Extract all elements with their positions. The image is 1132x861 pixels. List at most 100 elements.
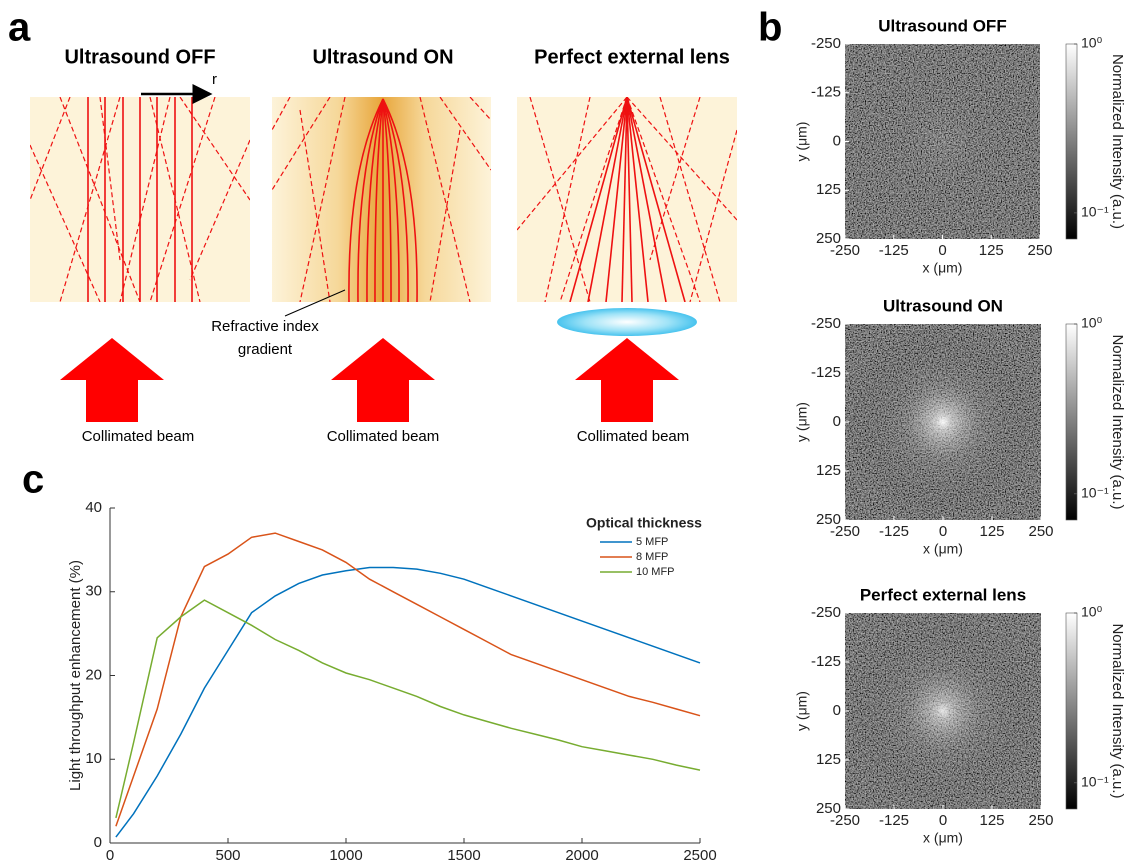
colorbar-tick-label: 10⁻¹ — [1081, 773, 1109, 789]
x-tick-label: 125 — [979, 812, 1004, 829]
y-tick-label: -250 — [811, 315, 841, 332]
intensity-focus — [845, 613, 1041, 809]
x-tick-label: -250 — [830, 242, 860, 259]
y-tick-label: -250 — [811, 604, 841, 621]
x-tick-label: 1000 — [329, 847, 362, 861]
image-title: Ultrasound OFF — [878, 16, 1006, 35]
scattered-ray — [179, 97, 250, 201]
beam-label: Collimated beam — [327, 428, 440, 445]
colorbar-label: Normalized Intensity (a.u.) — [1109, 54, 1126, 229]
x-tick-label: 2500 — [683, 847, 716, 861]
beam-arrow — [331, 338, 435, 422]
scattered-ray — [559, 97, 628, 302]
x-tick-label: -250 — [830, 812, 860, 829]
y-tick-label: -125 — [811, 84, 841, 101]
ray — [626, 97, 649, 302]
axis-label: r — [212, 71, 217, 88]
y-tick-label: -125 — [811, 364, 841, 381]
x-tick-label: -125 — [879, 523, 909, 540]
ray — [626, 97, 633, 302]
scattered-ray — [299, 109, 331, 302]
rays — [30, 97, 250, 302]
diagram-title: Ultrasound ON — [312, 46, 453, 68]
legend-label: 10 MFP — [636, 566, 675, 578]
colorbar — [1065, 323, 1078, 521]
x-axis-label: x (μm) — [923, 830, 963, 846]
colorbar-tick-label: 10⁰ — [1081, 35, 1103, 51]
lens — [557, 308, 697, 336]
ray — [626, 97, 667, 302]
ray — [587, 97, 628, 302]
x-tick-label: -250 — [830, 523, 860, 540]
rays — [272, 97, 491, 302]
panel-label: a — [8, 6, 31, 50]
y-tick-label: 10 — [85, 750, 102, 767]
y-axis-label: y (μm) — [794, 122, 810, 162]
y-tick-label: 20 — [85, 666, 102, 683]
colorbar-tick-label: 10⁰ — [1081, 315, 1103, 331]
scattered-ray — [439, 97, 491, 171]
ray — [382, 98, 392, 302]
x-tick-label: 125 — [979, 523, 1004, 540]
y-tick-label: 40 — [85, 499, 102, 516]
ray — [605, 97, 628, 302]
x-tick-label: 500 — [215, 847, 240, 861]
colorbar — [1065, 612, 1078, 810]
annotation: gradient — [238, 341, 293, 358]
x-tick-label: 0 — [938, 242, 946, 259]
scattered-ray — [99, 97, 121, 261]
y-tick-label: 125 — [816, 751, 841, 768]
y-tick-label: 0 — [833, 413, 841, 430]
scattered-ray — [649, 97, 701, 261]
x-axis-label: x (μm) — [923, 541, 963, 557]
image-title: Perfect external lens — [860, 585, 1026, 604]
scattered-ray — [59, 97, 141, 302]
panel-label: b — [758, 6, 782, 50]
diagram-title: Ultrasound OFF — [64, 46, 215, 68]
colorbar-label: Normalized Intensity (a.u.) — [1109, 334, 1126, 509]
y-tick-label: 0 — [94, 834, 102, 851]
x-tick-label: 2000 — [565, 847, 598, 861]
ray — [382, 98, 418, 302]
y-tick-label: 125 — [816, 181, 841, 198]
y-axis-label: Light throughput enhancement (%) — [67, 560, 84, 791]
series-line — [115, 566, 701, 838]
series-line — [115, 599, 701, 819]
scattered-ray — [529, 97, 591, 302]
colorbar-tick-label: 10⁰ — [1081, 604, 1103, 620]
colorbar-label: Normalized Intensity (a.u.) — [1109, 623, 1126, 798]
beam-arrow — [575, 338, 679, 422]
ray — [382, 98, 409, 302]
y-tick-label: 250 — [816, 230, 841, 247]
ray — [374, 98, 384, 302]
scattered-ray — [659, 97, 721, 302]
medium — [272, 97, 491, 302]
beam-label: Collimated beam — [82, 428, 195, 445]
beam-arrows — [60, 338, 679, 422]
y-tick-label: 0 — [833, 132, 841, 149]
ray — [626, 97, 686, 302]
scattered-ray — [119, 97, 171, 302]
ray — [382, 98, 400, 302]
scattered-ray — [30, 144, 101, 302]
y-tick-label: 30 — [85, 583, 102, 600]
ray — [348, 98, 384, 302]
y-tick-label: -250 — [811, 35, 841, 52]
y-axis-label: y (μm) — [794, 402, 810, 442]
scattered-ray — [149, 97, 216, 302]
y-axis-label: y (μm) — [794, 691, 810, 731]
scattered-ray — [30, 97, 71, 201]
x-tick-label: -125 — [879, 242, 909, 259]
rays — [517, 97, 737, 302]
y-tick-label: 0 — [833, 702, 841, 719]
scattered-ray — [626, 97, 737, 221]
legend-title: Optical thickness — [586, 515, 702, 531]
scattered-ray — [419, 97, 471, 302]
diagram-title: Perfect external lens — [534, 46, 730, 68]
scattered-ray — [59, 97, 121, 302]
annotation: Refractive index — [211, 318, 319, 335]
x-tick-label: 250 — [1028, 523, 1053, 540]
colorbar-tick-label: 10⁻¹ — [1081, 484, 1109, 500]
x-tick-label: 250 — [1028, 812, 1053, 829]
